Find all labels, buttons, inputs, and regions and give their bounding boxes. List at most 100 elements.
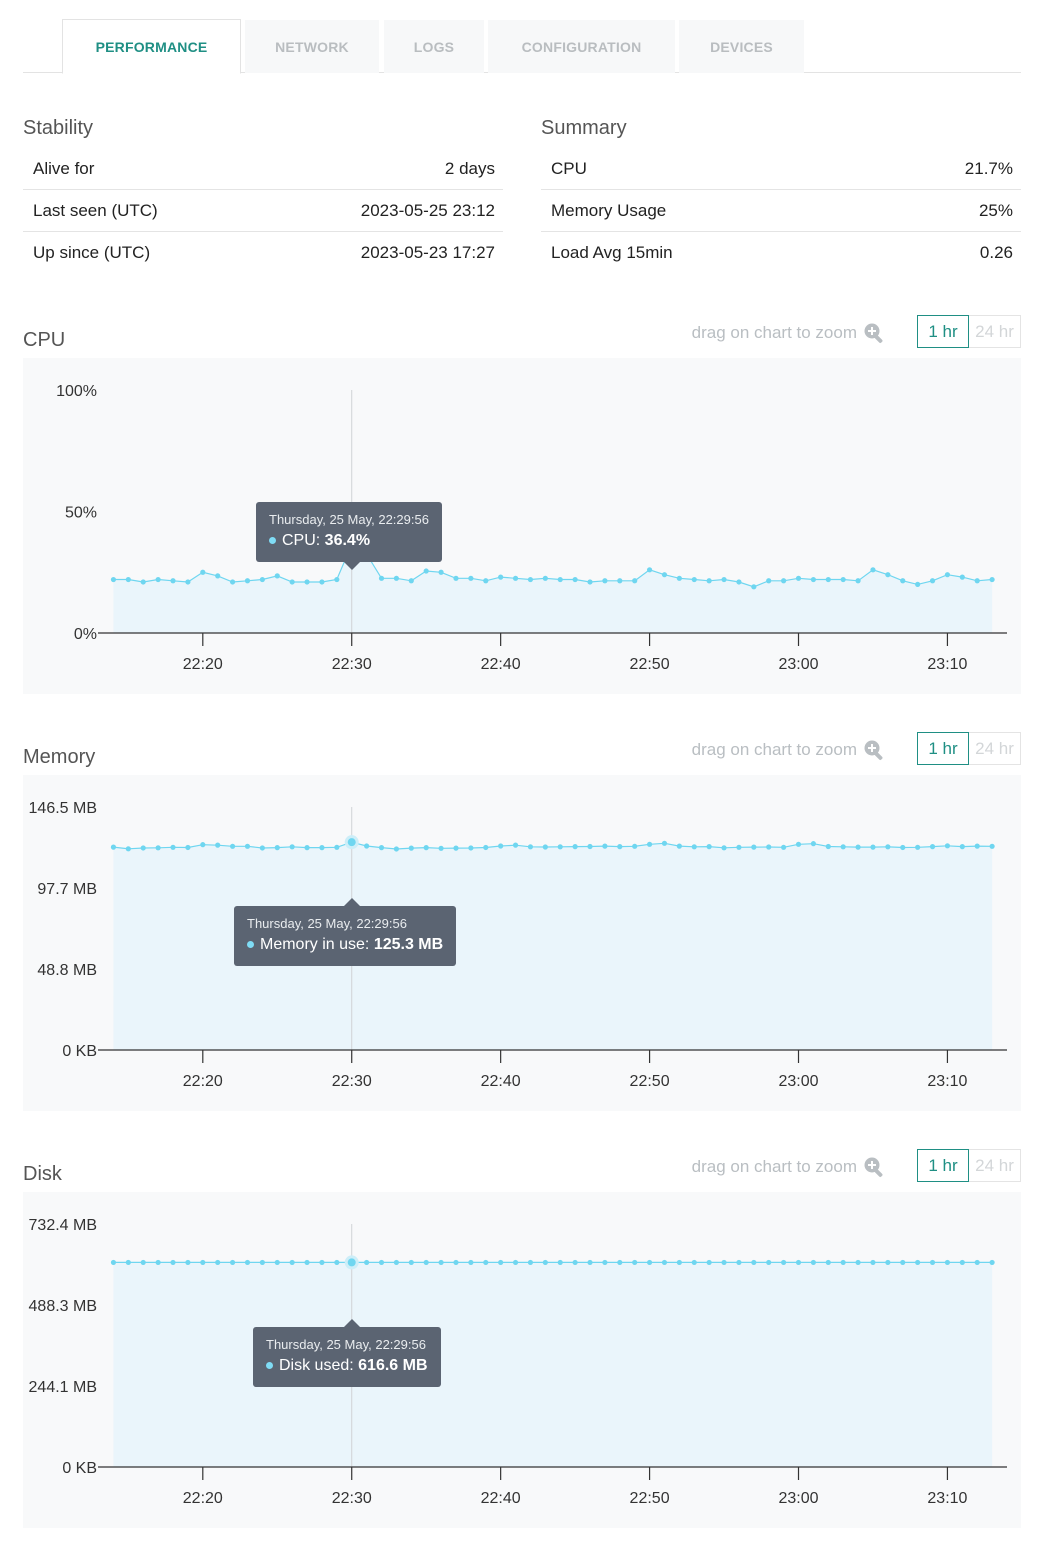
data-point[interactable] xyxy=(572,1259,578,1266)
data-point[interactable] xyxy=(200,569,206,575)
data-point[interactable] xyxy=(185,1259,191,1266)
data-point[interactable] xyxy=(289,579,295,585)
range-button-24-hr[interactable]: 24 hr xyxy=(969,732,1021,765)
data-point[interactable] xyxy=(468,1259,474,1266)
data-point[interactable] xyxy=(944,843,951,849)
data-point[interactable] xyxy=(602,843,608,849)
data-point[interactable] xyxy=(304,1259,310,1266)
data-point[interactable] xyxy=(215,1259,221,1266)
data-point[interactable] xyxy=(825,1259,831,1266)
data-point[interactable] xyxy=(557,576,563,583)
data-point[interactable] xyxy=(378,845,385,851)
data-point[interactable] xyxy=(736,844,742,850)
data-point[interactable] xyxy=(587,1259,593,1266)
data-point[interactable] xyxy=(572,844,578,850)
data-point[interactable] xyxy=(319,579,325,585)
data-point[interactable] xyxy=(185,844,191,851)
disk-chart-svg[interactable]: 22:20 22:30 22:40 22:50 23:00 23:10 732.4 MB 48… xyxy=(23,1192,1021,1528)
data-point[interactable] xyxy=(125,576,131,583)
data-point[interactable] xyxy=(319,845,325,851)
data-point[interactable] xyxy=(959,844,965,850)
data-point[interactable] xyxy=(170,578,176,584)
data-point[interactable] xyxy=(617,1259,623,1266)
data-point[interactable] xyxy=(676,843,682,849)
data-point[interactable] xyxy=(423,1259,429,1266)
data-point[interactable] xyxy=(691,844,697,850)
data-point[interactable] xyxy=(483,578,489,584)
data-point[interactable] xyxy=(274,1259,280,1266)
data-point[interactable] xyxy=(915,581,921,587)
data-point[interactable] xyxy=(304,845,310,851)
data-point[interactable] xyxy=(825,843,831,850)
data-point[interactable] xyxy=(259,576,265,583)
data-point[interactable] xyxy=(542,1259,548,1266)
data-point[interactable] xyxy=(140,845,146,851)
data-point[interactable] xyxy=(468,575,474,581)
data-point[interactable] xyxy=(676,1259,682,1266)
data-point[interactable] xyxy=(795,1259,802,1266)
data-point[interactable] xyxy=(110,844,117,850)
data-point[interactable] xyxy=(557,1259,563,1266)
data-point[interactable] xyxy=(423,845,429,851)
data-point[interactable] xyxy=(989,1259,995,1266)
tab-configuration[interactable]: CONFIGURATION xyxy=(488,20,675,73)
data-point[interactable] xyxy=(587,579,593,585)
data-point[interactable] xyxy=(215,573,221,579)
data-point[interactable] xyxy=(840,844,846,850)
data-point[interactable] xyxy=(855,578,861,584)
data-point[interactable] xyxy=(334,1259,340,1266)
data-point[interactable] xyxy=(781,844,787,850)
data-point[interactable] xyxy=(632,843,638,849)
data-point[interactable] xyxy=(347,1258,356,1267)
data-point[interactable] xyxy=(542,844,548,850)
data-point[interactable] xyxy=(974,578,980,584)
data-point[interactable] xyxy=(885,572,891,578)
data-point[interactable] xyxy=(229,1259,236,1266)
data-point[interactable] xyxy=(736,579,742,585)
data-point[interactable] xyxy=(885,844,891,850)
data-point[interactable] xyxy=(125,1259,131,1266)
data-point[interactable] xyxy=(259,845,265,851)
range-button-24-hr[interactable]: 24 hr xyxy=(969,315,1021,348)
range-button-1-hr[interactable]: 1 hr xyxy=(917,732,969,765)
data-point[interactable] xyxy=(691,576,697,583)
data-point[interactable] xyxy=(795,841,802,847)
range-button-1-hr[interactable]: 1 hr xyxy=(917,315,969,348)
data-point[interactable] xyxy=(900,844,906,851)
data-point[interactable] xyxy=(751,584,757,590)
data-point[interactable] xyxy=(855,844,861,850)
data-point[interactable] xyxy=(900,1259,906,1266)
data-point[interactable] xyxy=(110,1259,117,1266)
memory-plot-area[interactable]: 22:20 22:30 22:40 22:50 23:00 23:10 146.5 MB 97… xyxy=(23,775,1021,1111)
tab-network[interactable]: NETWORK xyxy=(245,20,379,73)
data-point[interactable] xyxy=(781,578,787,584)
data-point[interactable] xyxy=(840,1259,846,1266)
data-point[interactable] xyxy=(944,572,951,578)
data-point[interactable] xyxy=(959,1259,965,1266)
data-point[interactable] xyxy=(766,578,772,584)
data-point[interactable] xyxy=(542,575,548,581)
data-point[interactable] xyxy=(200,1259,206,1266)
data-point[interactable] xyxy=(408,578,414,584)
data-point[interactable] xyxy=(989,576,995,583)
memory-chart-svg[interactable]: 22:20 22:30 22:40 22:50 23:00 23:10 146.5 MB 97… xyxy=(23,775,1021,1111)
data-point[interactable] xyxy=(393,575,400,581)
data-point[interactable] xyxy=(646,567,653,573)
data-point[interactable] xyxy=(289,1259,295,1266)
data-point[interactable] xyxy=(781,1259,787,1266)
data-point[interactable] xyxy=(140,579,146,585)
data-point[interactable] xyxy=(661,840,668,846)
data-point[interactable] xyxy=(170,1259,176,1266)
data-point[interactable] xyxy=(959,574,965,580)
data-point[interactable] xyxy=(810,576,816,583)
data-point[interactable] xyxy=(483,1259,489,1266)
data-point[interactable] xyxy=(721,1259,727,1266)
data-point[interactable] xyxy=(110,576,117,583)
data-point[interactable] xyxy=(661,1259,668,1266)
data-point[interactable] xyxy=(274,845,280,851)
data-point[interactable] xyxy=(944,1259,951,1266)
data-point[interactable] xyxy=(498,843,504,849)
data-point[interactable] xyxy=(527,576,534,583)
data-point[interactable] xyxy=(751,1259,757,1266)
data-point[interactable] xyxy=(587,843,593,850)
